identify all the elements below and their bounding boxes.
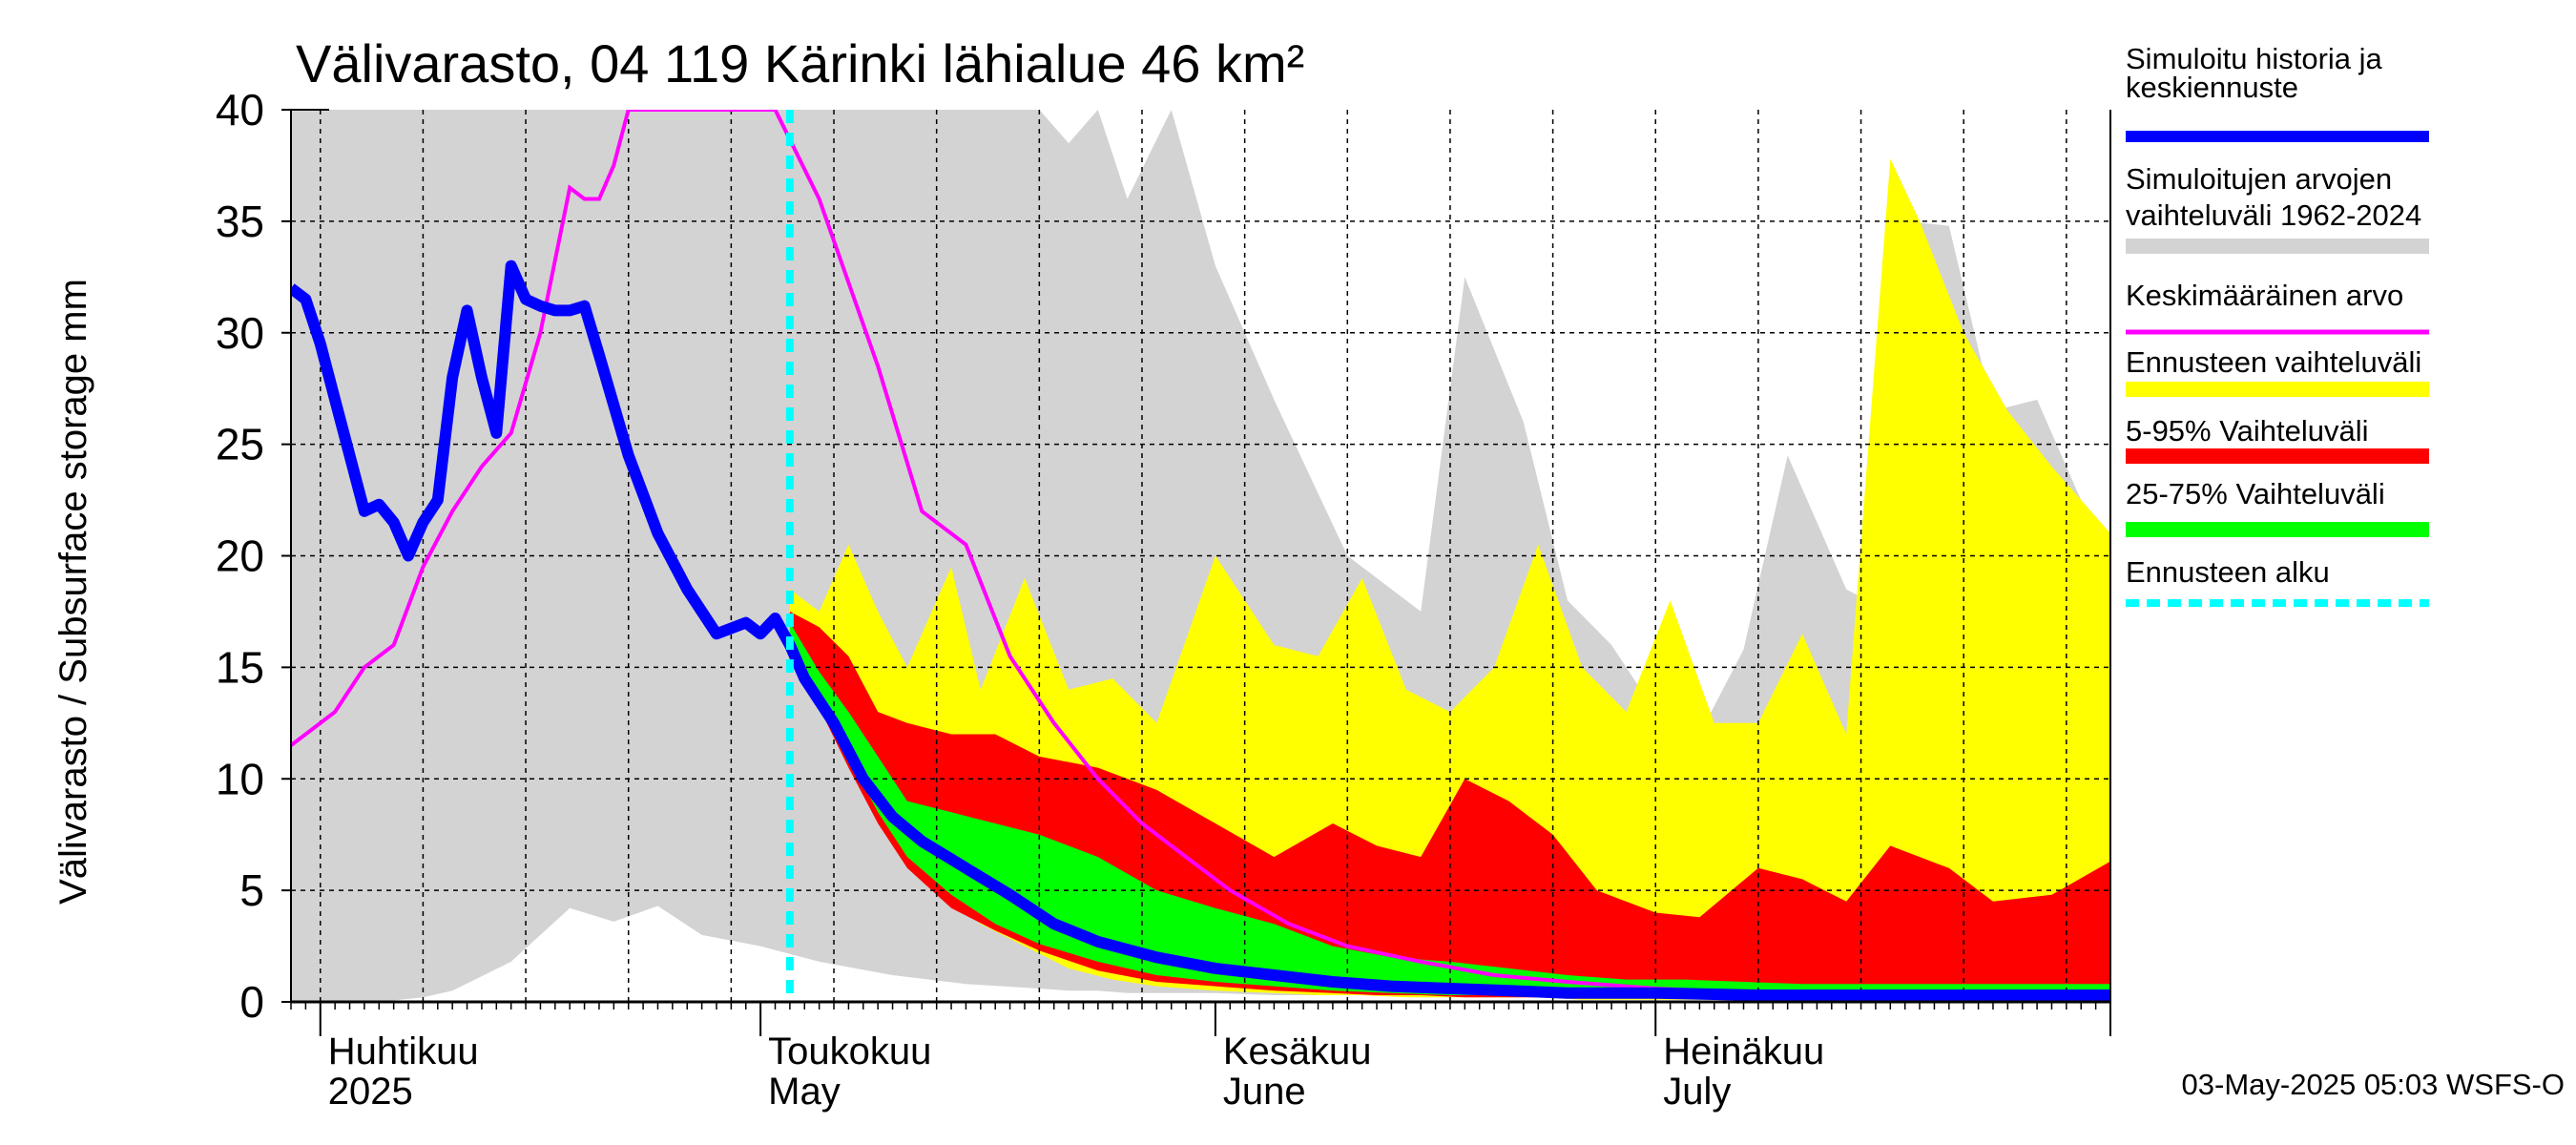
mean-line: [291, 110, 2110, 1000]
y-axis-label: Välivarasto / Subsurface storage mm: [52, 279, 94, 905]
x-month-sublabel: June: [1223, 1071, 1306, 1113]
x-month-sublabel: May: [768, 1071, 841, 1113]
y-tick-label: 20: [216, 531, 264, 581]
legend-label: Simuloitujen arvojen: [2126, 162, 2392, 196]
legend-label: 5-95% Vaihteluväli: [2126, 414, 2368, 448]
median-line: [291, 260, 2110, 1001]
legend-swatch: [2126, 522, 2429, 537]
legend-label: 25-75% Vaihteluväli: [2126, 477, 2385, 510]
x-month-label: Huhtikuu: [328, 1030, 479, 1072]
legend-swatch: [2126, 448, 2429, 464]
y-tick-label: 40: [216, 85, 264, 135]
footer-timestamp: 03-May-2025 05:03 WSFS-O: [2182, 1068, 2565, 1101]
axes: 0510152025303540Huhtikuu2025ToukokuuMayK…: [216, 85, 2111, 1113]
legend-label: Simuloitu historia ja: [2126, 42, 2383, 75]
y-tick-label: 15: [216, 642, 264, 692]
y-tick-label: 25: [216, 420, 264, 469]
legend-label-2: keskiennuste: [2126, 71, 2298, 104]
legend-label: Keskimääräinen arvo: [2126, 279, 2403, 312]
legend-swatch: [2126, 382, 2429, 397]
y-tick-label: 5: [239, 865, 264, 915]
y-tick-label: 0: [239, 977, 264, 1027]
series-lines: [291, 110, 2110, 1002]
legend-label: Ennusteen vaihteluväli: [2126, 345, 2421, 379]
legend-label-2: vaihteluväli 1962-2024: [2126, 198, 2421, 232]
y-tick-label: 35: [216, 197, 264, 246]
grid: [291, 110, 2110, 1002]
x-month-sublabel: 2025: [328, 1071, 413, 1113]
band-band_25_75: [789, 622, 2110, 995]
y-tick-label: 30: [216, 308, 264, 358]
x-month-label: Kesäkuu: [1223, 1030, 1372, 1072]
x-month-label: Heinäkuu: [1663, 1030, 1824, 1072]
legend-label: Ennusteen alku: [2126, 555, 2330, 589]
y-tick-label: 10: [216, 754, 264, 803]
x-month-sublabel: July: [1663, 1071, 1731, 1113]
chart-text: Välivarasto, 04 119 Kärinki lähialue 46 …: [52, 33, 2565, 1101]
x-month-label: Toukokuu: [768, 1030, 931, 1072]
legend-swatch: [2126, 239, 2429, 254]
chart-title: Välivarasto, 04 119 Kärinki lähialue 46 …: [296, 33, 1304, 94]
